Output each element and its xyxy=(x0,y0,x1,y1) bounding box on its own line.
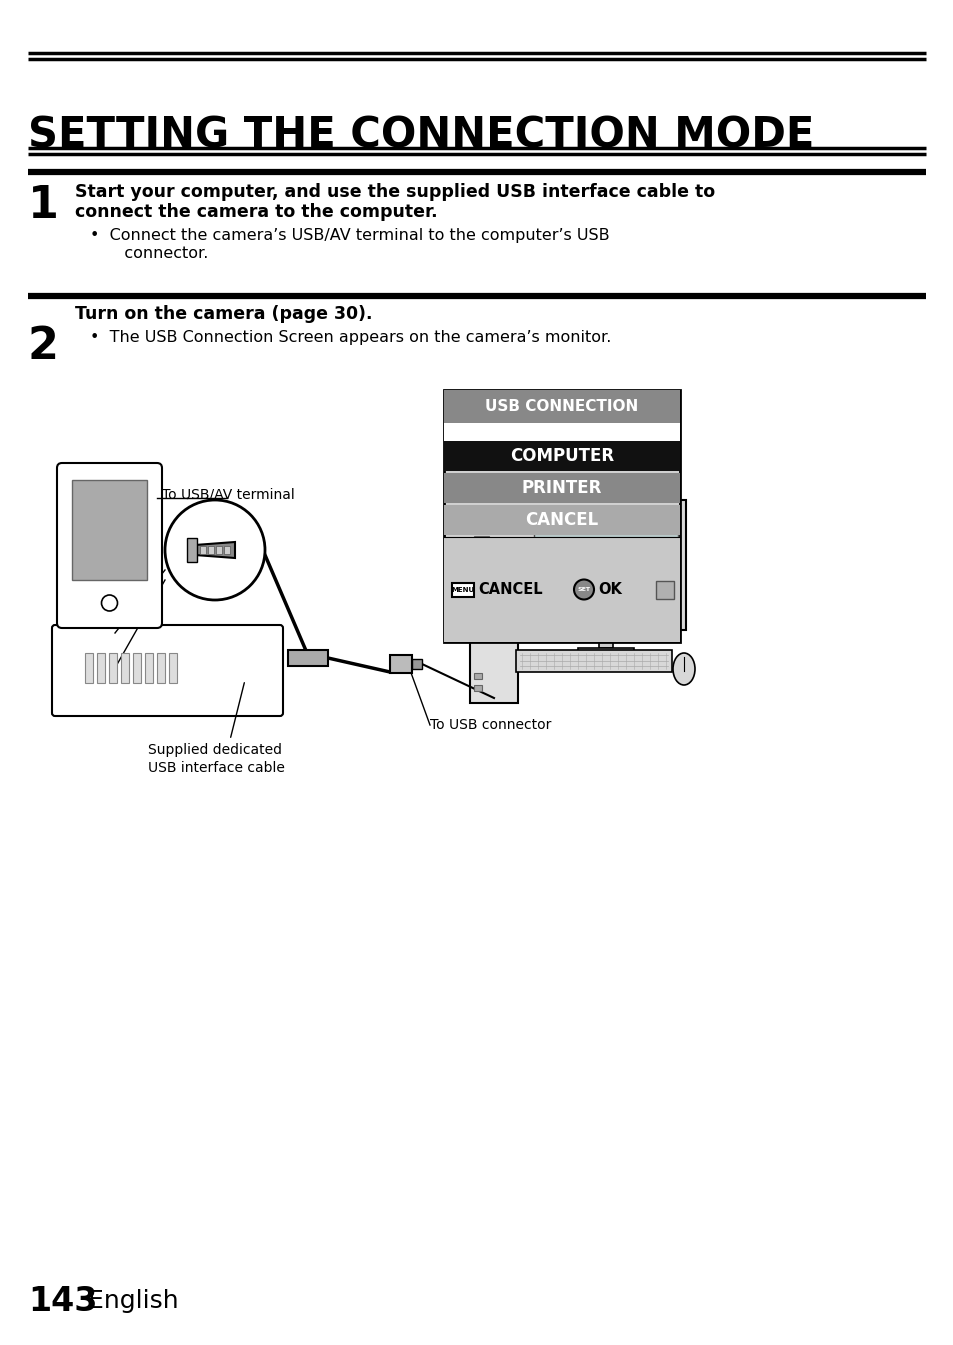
Bar xyxy=(157,654,165,683)
Text: •  The USB Connection Screen appears on the camera’s monitor.: • The USB Connection Screen appears on t… xyxy=(90,330,611,346)
Bar xyxy=(443,441,679,471)
Text: USB CONNECTION: USB CONNECTION xyxy=(485,399,638,414)
Text: PRINTER: PRINTER xyxy=(521,479,601,498)
Bar xyxy=(443,390,679,422)
Bar xyxy=(169,654,177,683)
Text: USB interface cable: USB interface cable xyxy=(148,761,285,775)
Text: SETTING THE CONNECTION MODE: SETTING THE CONNECTION MODE xyxy=(28,116,814,157)
Text: CANCEL: CANCEL xyxy=(477,582,542,597)
Bar xyxy=(474,685,481,691)
Text: 2: 2 xyxy=(28,325,59,369)
Bar xyxy=(474,570,514,577)
Bar xyxy=(145,654,152,683)
Bar xyxy=(121,654,129,683)
Bar xyxy=(443,390,679,642)
Ellipse shape xyxy=(672,654,695,685)
Text: COMPUTER: COMPUTER xyxy=(510,447,614,465)
Text: SET: SET xyxy=(577,586,590,592)
Bar xyxy=(71,480,147,580)
Text: 1: 1 xyxy=(28,183,59,226)
Bar xyxy=(443,537,679,642)
Text: CANCEL: CANCEL xyxy=(525,511,598,529)
Circle shape xyxy=(574,580,594,600)
Text: To USB/AV terminal: To USB/AV terminal xyxy=(162,488,294,502)
Bar xyxy=(452,582,474,596)
Circle shape xyxy=(101,594,117,611)
Bar xyxy=(390,655,412,672)
Bar xyxy=(474,560,514,568)
Bar xyxy=(224,546,230,554)
Bar xyxy=(200,546,206,554)
Bar xyxy=(85,654,92,683)
Bar xyxy=(412,659,421,668)
Bar xyxy=(525,500,685,629)
Bar xyxy=(598,629,613,648)
Bar xyxy=(215,546,222,554)
Bar xyxy=(516,650,671,672)
Text: To USB connector: To USB connector xyxy=(430,718,551,732)
Bar xyxy=(578,648,634,656)
Bar xyxy=(288,650,328,666)
Bar xyxy=(208,546,213,554)
FancyBboxPatch shape xyxy=(57,463,162,628)
Text: OK: OK xyxy=(598,582,621,597)
Bar xyxy=(97,654,105,683)
Bar xyxy=(474,672,481,679)
Circle shape xyxy=(165,500,265,600)
Text: English: English xyxy=(80,1289,178,1313)
Bar xyxy=(656,581,673,599)
Text: •  Connect the camera’s USB/AV terminal to the computer’s USB: • Connect the camera’s USB/AV terminal t… xyxy=(90,229,609,243)
Text: Turn on the camera (page 30).: Turn on the camera (page 30). xyxy=(75,305,372,323)
Bar xyxy=(474,537,489,542)
Polygon shape xyxy=(194,542,234,558)
Text: Supplied dedicated: Supplied dedicated xyxy=(148,742,282,757)
Bar xyxy=(443,473,679,503)
FancyBboxPatch shape xyxy=(52,625,283,716)
Text: connector.: connector. xyxy=(109,246,208,261)
Bar xyxy=(443,504,679,535)
Text: Start your computer, and use the supplied USB interface cable to: Start your computer, and use the supplie… xyxy=(75,183,715,200)
Bar xyxy=(443,422,679,441)
Bar xyxy=(187,538,196,562)
Bar xyxy=(474,550,514,557)
Bar xyxy=(534,508,678,616)
Bar xyxy=(470,529,517,703)
Text: MENU: MENU xyxy=(451,586,474,593)
Bar xyxy=(109,654,117,683)
Bar xyxy=(132,654,141,683)
Text: 143: 143 xyxy=(28,1284,97,1318)
Text: connect the camera to the computer.: connect the camera to the computer. xyxy=(75,203,437,221)
